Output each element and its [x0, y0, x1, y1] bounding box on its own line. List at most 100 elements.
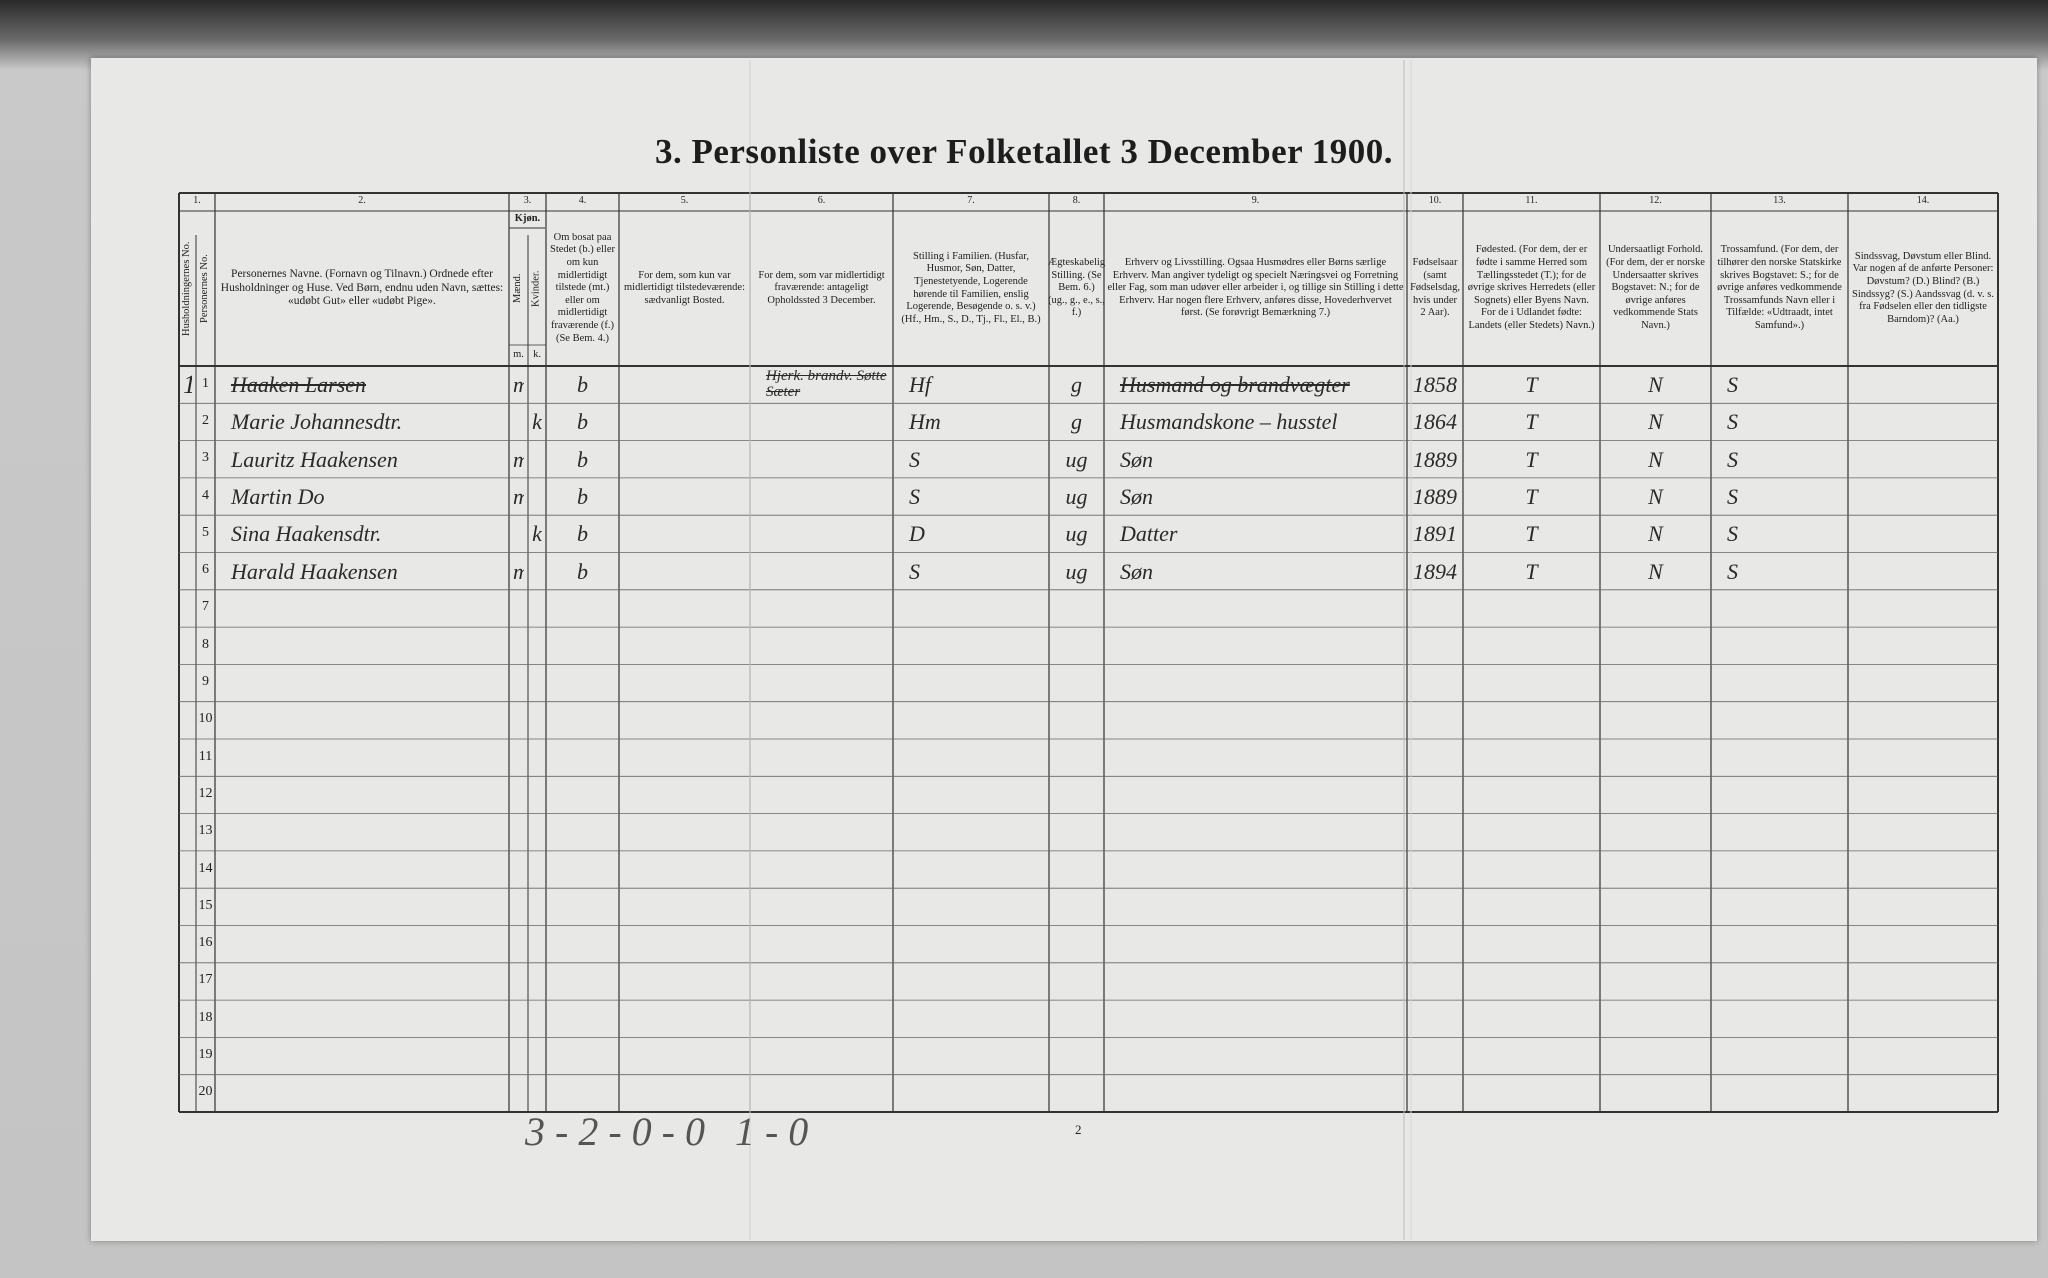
column-header: Fødested. (For dem, der er fødte i samme… [1467, 244, 1596, 331]
handwritten-entry: b [577, 446, 588, 472]
handwritten-entry: Marie Johannesdtr. [231, 409, 403, 435]
column-number: 10. [1428, 195, 1442, 206]
column-number: 9. [1251, 195, 1260, 206]
handwritten-entry: T [1525, 409, 1538, 435]
handwritten-entry: m [513, 555, 524, 590]
handwritten-entry: Hf [909, 372, 931, 397]
column-subheader: Kvinder. [530, 270, 542, 307]
column-header: Undersaatligt Forhold. (For dem, der er … [1606, 244, 1705, 331]
column-number: 13. [1773, 195, 1786, 206]
handwritten-entry: b [577, 372, 588, 397]
column-header: Stilling i Familien. (Husfar, Husmor, Sø… [901, 250, 1041, 325]
row-number: 17 [198, 972, 213, 988]
handwritten-entry: k [532, 409, 542, 435]
handwritten-entry: b [577, 521, 588, 547]
handwritten-entry: 1 [183, 368, 192, 403]
row-number: 3 [202, 450, 209, 466]
handwritten-entry: Martin Do [231, 483, 325, 509]
handwritten-entry: Husmand og brandvægter [1120, 372, 1350, 397]
handwritten-entry: N [1648, 521, 1663, 547]
handwritten-entry: S [1727, 446, 1738, 472]
form-sheet [91, 58, 2037, 1241]
tally: 3-2-0-0 1-0 [525, 1109, 819, 1154]
handwritten-entry: S [1727, 483, 1738, 509]
row-number: 12 [198, 785, 213, 801]
row-number: 14 [198, 860, 213, 876]
handwritten-entry: 1858 [1413, 372, 1457, 397]
column-number: 8. [1072, 195, 1081, 206]
handwritten-entry: S [909, 558, 920, 584]
column-header: For dem, som var midlertidigt fraværende… [758, 269, 885, 306]
handwritten-entry: b [577, 409, 588, 435]
handwritten-entry: m [513, 443, 524, 478]
row-number: 6 [202, 562, 209, 578]
row-number: 13 [198, 823, 213, 839]
column-header: Trossamfund. (For dem, der tilhører den … [1717, 244, 1842, 331]
form-title: 3. Personliste over Folketallet 3 Decemb… [654, 132, 1394, 171]
column-number: 5. [680, 195, 689, 206]
handwritten-entry: T [1525, 521, 1538, 547]
column-number: 12. [1649, 195, 1662, 206]
handwritten-entry: S [1727, 409, 1738, 435]
handwritten-entry: S [909, 446, 920, 472]
column-number: 2. [358, 195, 366, 206]
handwritten-entry: Sina Haakensdtr. [231, 521, 382, 547]
handwritten-entry: 1891 [1413, 521, 1457, 547]
row-number: 1 [202, 375, 209, 391]
column-header: Erhverv og Livsstilling. Ogsaa Husmødres… [1107, 257, 1404, 319]
handwritten-entry: 1889 [1413, 483, 1457, 509]
handwritten-entry: N [1648, 409, 1663, 435]
handwritten-entry: Hm [909, 409, 941, 435]
column-number: 11. [1525, 195, 1538, 206]
column-subheader: Husholdningernes No. [181, 241, 193, 336]
handwritten-entry: ug [1065, 483, 1088, 509]
row-number: 20 [198, 1084, 213, 1100]
handwritten-entry: N [1648, 483, 1663, 509]
handwritten-entry: N [1648, 372, 1663, 397]
column-header: Ægteskabelig Stilling. (Se Bem. 6.) (ug.… [1047, 257, 1106, 319]
handwritten-entry: T [1525, 446, 1538, 472]
handwritten-entry: ug [1065, 446, 1088, 472]
handwritten-entry: Haaken Larsen [231, 372, 367, 397]
handwritten-entry: Søn [1120, 483, 1153, 509]
handwritten-entry: 1889 [1413, 446, 1457, 472]
column-number: 7. [967, 195, 975, 206]
handwritten-entry: S [1727, 372, 1738, 397]
column-header: Kjøn. [514, 213, 541, 225]
handwritten-entry: Husmandskone – husstel [1120, 409, 1338, 435]
column-number: 1. [193, 195, 201, 206]
handwritten-entry: Hjerk. brandv. Søtte Sæter [766, 368, 887, 400]
handwritten-entry: b [577, 558, 588, 584]
column-number: 4. [578, 195, 587, 206]
handwritten-entry: g [1071, 372, 1082, 397]
handwritten-entry: Søn [1120, 558, 1153, 584]
column-subheader: Personernes No. [199, 254, 211, 323]
row-number: 7 [202, 599, 209, 615]
handwritten-entry: m [513, 480, 524, 515]
column-header: Om bosat paa Stedet (b.) eller om kun mi… [549, 231, 615, 344]
handwritten-entry: S [1727, 558, 1738, 584]
row-number: 15 [198, 897, 213, 913]
handwritten-entry: S [1727, 521, 1738, 547]
handwritten-entry: Datter [1120, 521, 1178, 547]
row-number: 19 [198, 1047, 213, 1063]
row-number: 11 [198, 748, 213, 764]
row-number: 18 [198, 1009, 213, 1025]
row-number: 2 [202, 412, 209, 428]
handwritten-entry: T [1525, 483, 1538, 509]
column-header: For dem, som kun var midlertidigt tilste… [623, 269, 746, 306]
handwritten-entry: Harald Haakensen [231, 558, 398, 584]
handwritten-entry: T [1525, 372, 1538, 397]
column-sublabel: m. [513, 348, 524, 360]
handwritten-entry: D [909, 521, 925, 547]
handwritten-entry: m [513, 368, 524, 403]
handwritten-entry: ug [1065, 521, 1088, 547]
row-number: 4 [202, 487, 209, 503]
page-number: 2 [1075, 1122, 1082, 1137]
row-number: 10 [198, 711, 213, 727]
handwritten-entry: Søn [1120, 446, 1153, 472]
handwritten-entry: S [909, 483, 920, 509]
row-number: 5 [202, 524, 209, 540]
row-number: 9 [202, 674, 209, 690]
